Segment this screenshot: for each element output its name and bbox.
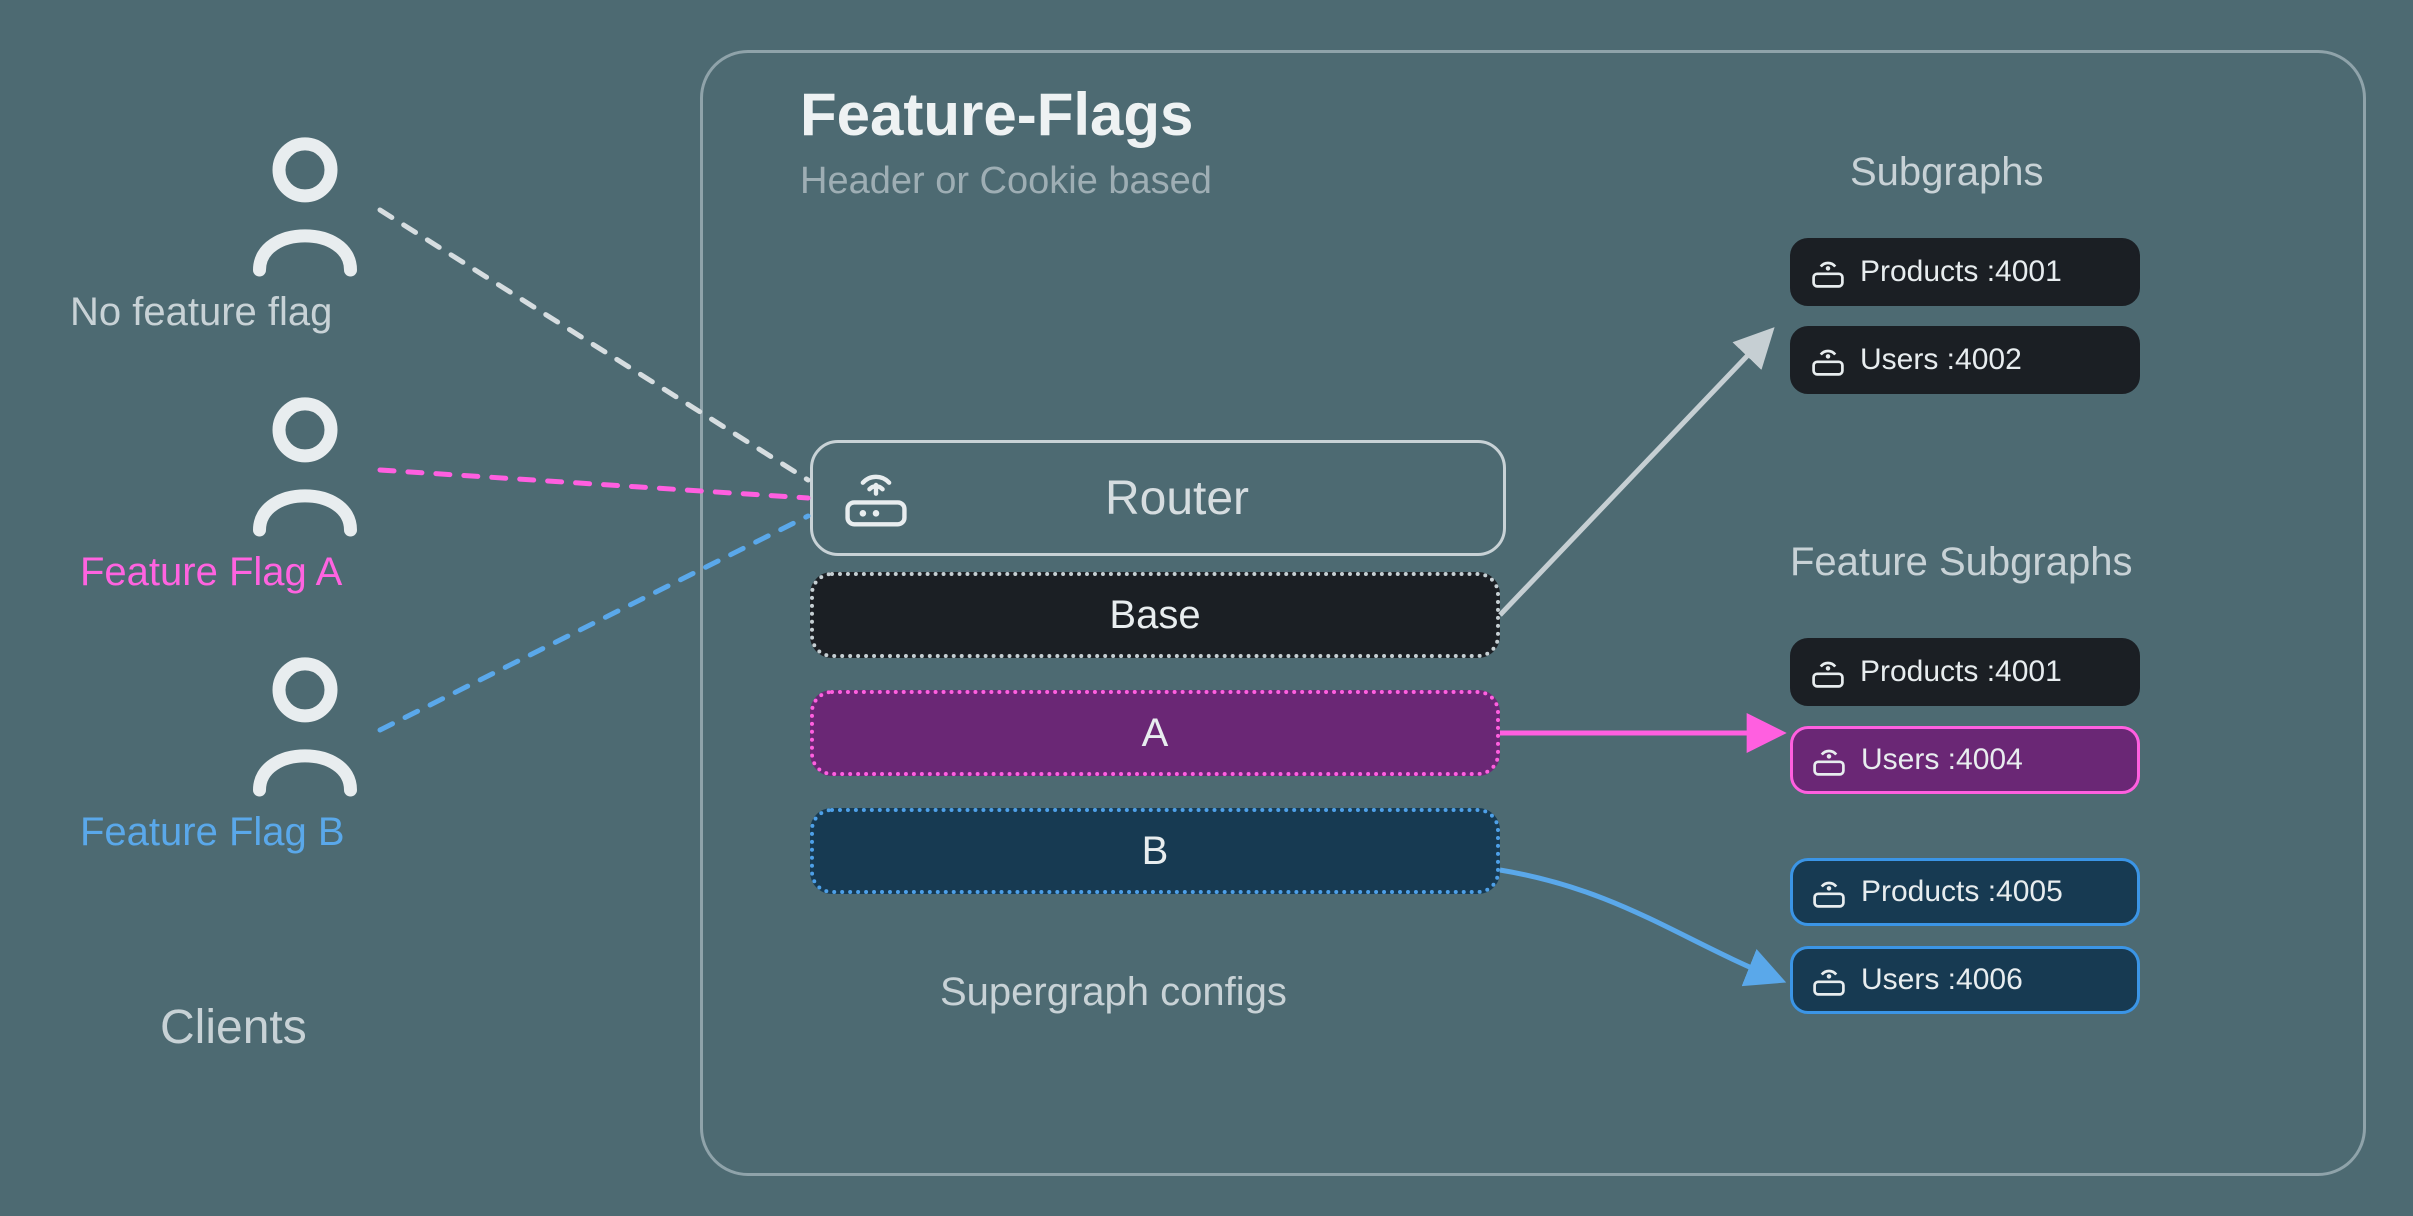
- clients-section-label: Clients: [160, 1000, 307, 1055]
- subgraph-icon: [1810, 254, 1846, 290]
- fsubgraph-products-4005: Products :4005: [1790, 858, 2140, 926]
- config-base: Base: [810, 572, 1500, 658]
- subgraph-icon: [1811, 874, 1847, 910]
- subgraphs-label: Subgraphs: [1850, 150, 2043, 195]
- feature-flags-subtitle: Header or Cookie based: [800, 160, 1212, 203]
- user-icon-no-flag: [240, 130, 370, 280]
- subgraph-label: Products :4005: [1861, 875, 2063, 909]
- router-box: Router: [810, 440, 1506, 556]
- subgraph-label: Products :4001: [1860, 255, 2062, 289]
- config-base-label: Base: [1109, 593, 1200, 638]
- subgraph-users-4002: Users :4002: [1790, 326, 2140, 394]
- subgraph-label: Users :4002: [1860, 343, 2022, 377]
- config-a: A: [810, 690, 1500, 776]
- subgraph-label: Products :4001: [1860, 655, 2062, 689]
- config-b-label: B: [1142, 829, 1169, 874]
- config-b: B: [810, 808, 1500, 894]
- subgraph-label: Users :4004: [1861, 743, 2023, 777]
- user-icon-flag-b: [240, 650, 370, 800]
- subgraph-icon: [1810, 342, 1846, 378]
- subgraph-icon: [1810, 654, 1846, 690]
- subgraph-icon: [1811, 742, 1847, 778]
- fsubgraph-users-4004: Users :4004: [1790, 726, 2140, 794]
- feature-flags-title: Feature-Flags: [800, 80, 1193, 149]
- subgraph-label: Users :4006: [1861, 963, 2023, 997]
- config-a-label: A: [1142, 711, 1169, 756]
- client-label-no-flag: No feature flag: [70, 290, 332, 335]
- supergraph-configs-label: Supergraph configs: [940, 970, 1287, 1015]
- subgraph-icon: [1811, 962, 1847, 998]
- router-icon: [841, 463, 911, 533]
- client-label-flag-b: Feature Flag B: [80, 810, 345, 855]
- client-label-flag-a: Feature Flag A: [80, 550, 342, 595]
- fsubgraph-products-4001: Products :4001: [1790, 638, 2140, 706]
- router-label: Router: [911, 471, 1503, 526]
- subgraph-products-4001: Products :4001: [1790, 238, 2140, 306]
- user-icon-flag-a: [240, 390, 370, 540]
- feature-subgraphs-label: Feature Subgraphs: [1790, 540, 2132, 585]
- fsubgraph-users-4006: Users :4006: [1790, 946, 2140, 1014]
